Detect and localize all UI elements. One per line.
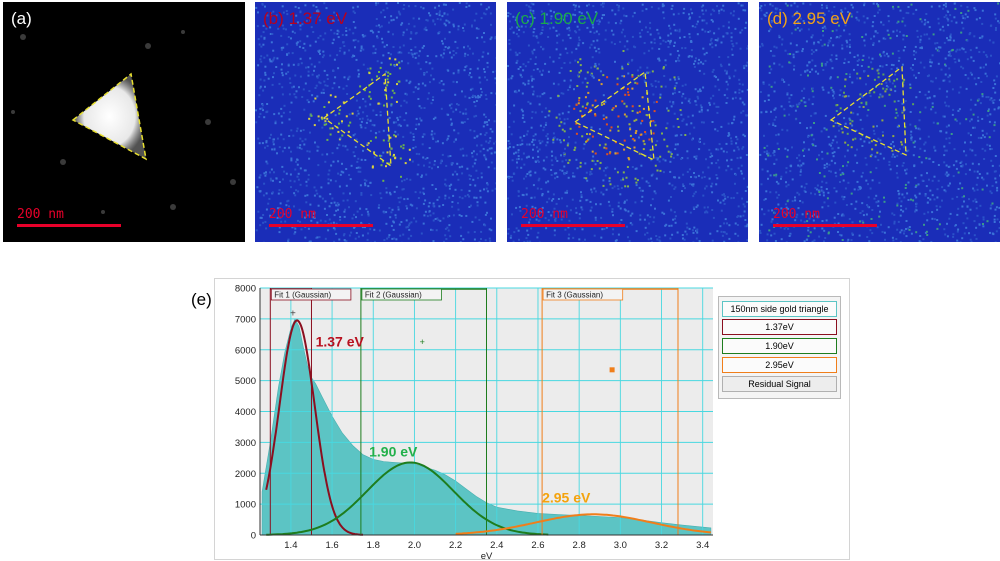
x-tick-label-8: 3.0: [614, 540, 627, 551]
panel-a-image: (a) 200 nm: [3, 2, 245, 242]
fit-3-curve: [455, 513, 711, 535]
fit-2-tag: Fit 2 (Gaussian): [365, 291, 422, 300]
x-tick-label-5: 2.4: [490, 540, 503, 551]
y-tick-label-5: 5000: [235, 376, 256, 387]
y-tick-label-2: 2000: [235, 469, 256, 480]
y-tick-label-0: 0: [251, 531, 256, 542]
panel-b-svg: [255, 2, 496, 242]
panel-a-label: (a): [11, 9, 32, 28]
panel-b-map: (b) 1.37 eV 200 nm: [255, 2, 496, 242]
fit-1-peak-label: 1.37 eV: [316, 334, 365, 350]
panel-c-scalebar-label: 200 nm: [521, 207, 568, 222]
panel-b-scalebar-label: 200 nm: [269, 207, 316, 222]
panel-c-svg: [507, 2, 748, 242]
legend-entry-spectrum[interactable]: 150nm side gold triangle: [722, 301, 837, 317]
peak-cursor-marker: +: [290, 308, 296, 319]
y-tick-label-1: 1000: [235, 500, 256, 511]
orange-cursor-marker: [609, 367, 615, 373]
x-tick-label-3: 2.0: [408, 540, 421, 551]
y-tick-label-4: 4000: [235, 407, 256, 418]
triangle-outline: [71, 72, 148, 161]
panel-d-map: (d) 2.95 eV 200 nm: [759, 2, 1000, 242]
gold-triangle: [73, 74, 146, 159]
panel-e-label: (e): [191, 290, 212, 309]
x-tick-label-7: 2.8: [573, 540, 586, 551]
green-cursor-marker: +: [420, 337, 425, 347]
fit-2-peak-label: 1.90 eV: [369, 443, 418, 459]
x-tick-label-10: 3.4: [696, 540, 709, 551]
legend-entry-fit-3[interactable]: 2.95eV: [722, 357, 837, 373]
panel-c-scalebar: [521, 224, 625, 227]
fit-3-tag: Fit 3 (Gaussian): [546, 291, 603, 300]
fit-3-tag-box: [542, 288, 624, 301]
fit-2-curve: [266, 461, 549, 536]
legend-entry-fit-2[interactable]: 1.90eV: [722, 338, 837, 354]
spectrum-chart: 1.4 1.6 1.8 2.0 2.2 2.4 2.6 2.8 3.0 3.2 3.4 0 1000 20…: [214, 278, 850, 560]
panel-d-label: (d) 2.95 eV: [767, 9, 852, 28]
fit-1-tag: Fit 1 (Gaussian): [274, 291, 331, 300]
panel-d-scalebar-label: 200 nm: [773, 207, 820, 222]
panel-a-particles: [11, 30, 236, 214]
y-tick-label-7: 7000: [235, 314, 256, 325]
x-tick-label-0: 1.4: [284, 540, 297, 551]
x-tick-label-6: 2.6: [531, 540, 544, 551]
panel-a-scalebar: [17, 224, 121, 227]
x-tick-label-4: 2.2: [449, 540, 462, 551]
panel-d-svg: [759, 2, 1000, 242]
fit-1-curve: [265, 319, 363, 536]
x-tick-label-9: 3.2: [655, 540, 668, 551]
legend-entry-fit-1[interactable]: 1.37eV: [722, 319, 837, 335]
fit-1-tag-box: [270, 288, 352, 301]
x-tick-label-2: 1.8: [367, 540, 380, 551]
spectrum-area: [261, 318, 712, 536]
chart-legend: 150nm side gold triangle 1.37eV 1.90eV 2…: [718, 296, 841, 399]
panel-c-label: (c) 1.90 eV: [515, 9, 599, 28]
y-tick-label-6: 6000: [235, 345, 256, 356]
panel-c-map: (c) 1.90 eV 200 nm: [507, 2, 748, 242]
legend-entry-residual[interactable]: Residual Signal: [722, 376, 837, 392]
y-tick-label-8: 8000: [235, 284, 256, 295]
y-tick-label-3: 3000: [235, 438, 256, 449]
x-tick-label-1: 1.6: [325, 540, 338, 551]
fit-3-peak-label: 2.95 eV: [542, 490, 591, 506]
x-axis-label: eV: [481, 551, 493, 559]
spectrum-plot: 1.4 1.6 1.8 2.0 2.2 2.4 2.6 2.8 3.0 3.2 3.4 0 1000 20…: [235, 284, 713, 559]
panel-b-label: (b) 1.37 eV: [263, 9, 348, 28]
panel-d-scalebar: [773, 224, 877, 227]
panel-a-scalebar-label: 200 nm: [17, 207, 64, 222]
fit-2-tag-box: [361, 288, 442, 301]
panel-b-scalebar: [269, 224, 373, 227]
